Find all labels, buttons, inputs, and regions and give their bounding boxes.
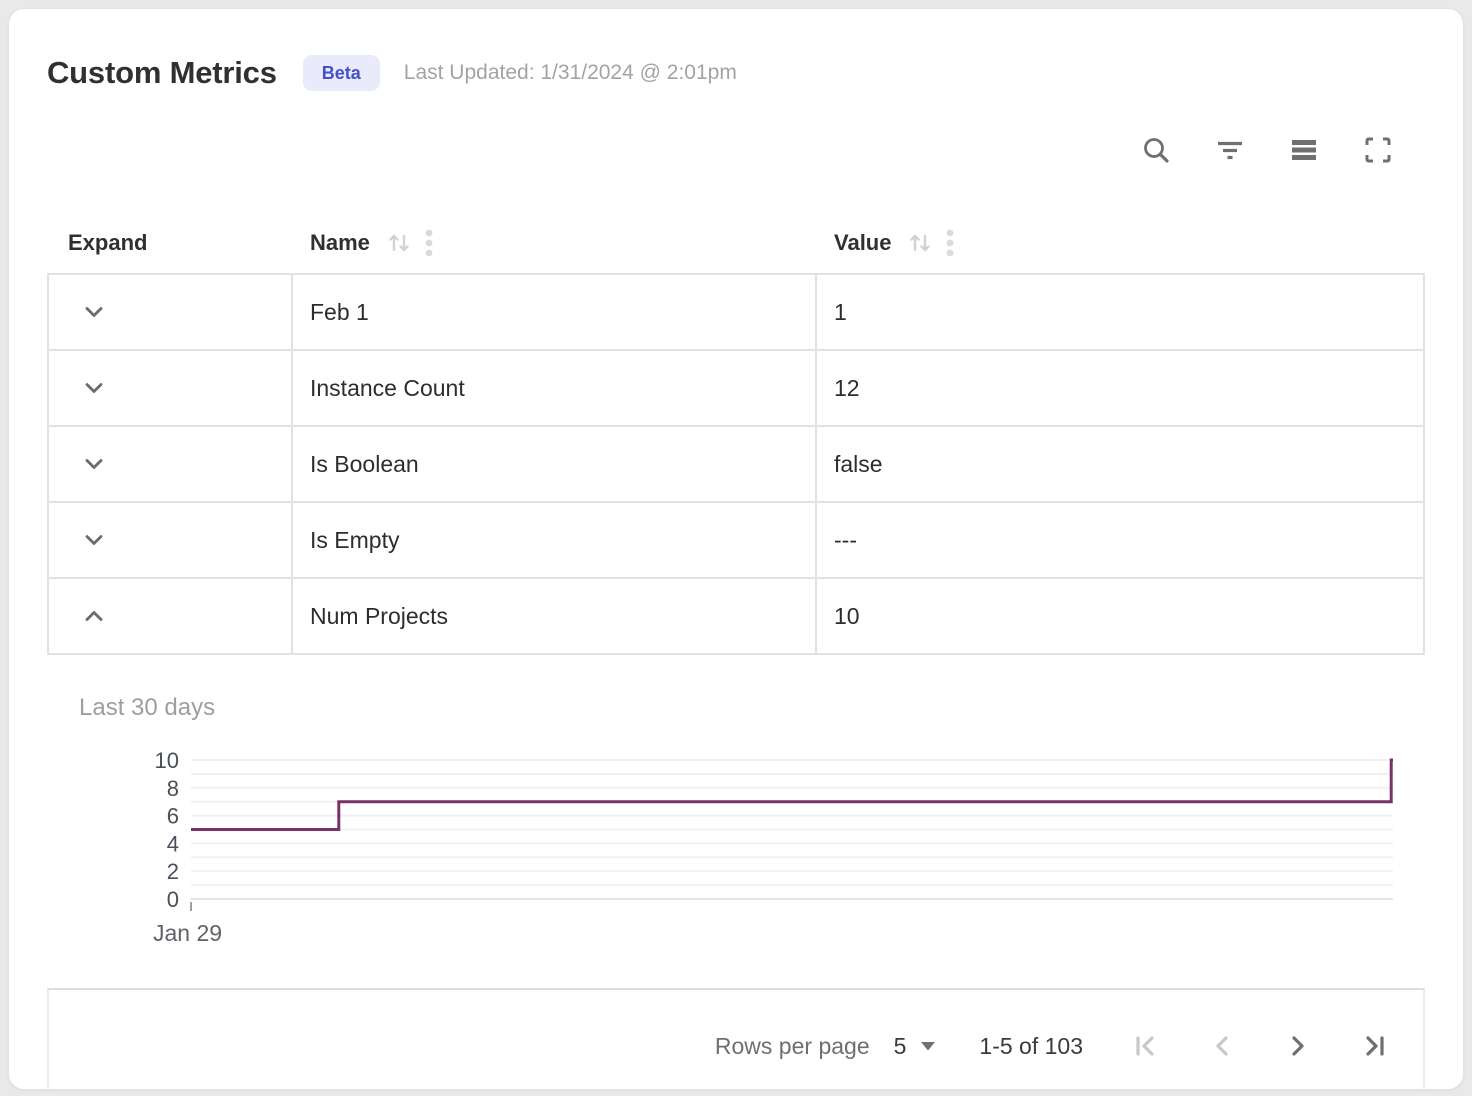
chevron-down-icon: [80, 374, 108, 402]
table-body: Feb 1 1 Instance Count 12: [47, 273, 1425, 655]
metric-value-cell: ---: [815, 503, 1423, 577]
table-row: Num Projects 10: [49, 579, 1423, 655]
page-title: Custom Metrics: [47, 55, 277, 90]
metric-name-cell: Num Projects: [291, 579, 815, 653]
custom-metrics-table: Expand Name Value: [47, 213, 1425, 1089]
first-page-button[interactable]: [1131, 1031, 1161, 1061]
search-icon: [1140, 134, 1172, 166]
chevron-up-icon: [80, 602, 108, 630]
x-axis-tick-label: Jan 29: [153, 920, 222, 946]
filter-button[interactable]: [1213, 133, 1247, 167]
metric-name-cell: Is Empty: [291, 503, 815, 577]
series-line: [191, 758, 1393, 831]
beta-badge: Beta: [302, 55, 380, 91]
last-updated-text: Last Updated: 1/31/2024 @ 2:01pm: [403, 61, 737, 84]
column-label: Value: [834, 230, 892, 255]
custom-metrics-card: Custom Metrics Beta Last Updated: 1/31/2…: [8, 8, 1464, 1090]
grid-toolbar: [47, 133, 1425, 167]
sort-icon[interactable]: [907, 230, 933, 256]
next-page-button[interactable]: [1283, 1031, 1313, 1061]
table-row: Instance Count 12: [49, 351, 1423, 427]
metric-name-cell: Instance Count: [291, 351, 815, 425]
expand-cell: [49, 503, 291, 577]
chevron-right-icon: [1283, 1031, 1313, 1061]
sort-icon[interactable]: [386, 230, 412, 256]
y-axis-tick-label: 8: [167, 776, 179, 801]
table-row: Is Empty ---: [49, 503, 1423, 579]
fullscreen-button[interactable]: [1361, 133, 1395, 167]
expand-cell: [49, 275, 291, 349]
rows-per-page-value: 5: [893, 1032, 907, 1059]
previous-page-button[interactable]: [1207, 1031, 1237, 1061]
chevron-left-icon: [1207, 1031, 1237, 1061]
rows-per-page-select[interactable]: 5: [894, 1033, 936, 1060]
table-header-row: Expand Name Value: [47, 213, 1425, 273]
chevron-down-icon: [80, 450, 108, 478]
expand-cell: [49, 427, 291, 501]
table-footer: Rows per page 5 1-5 of 103: [47, 988, 1425, 1089]
num-projects-chart: 0 2 4 6 8 10 Jan 29: [79, 748, 1425, 955]
fullscreen-icon: [1362, 134, 1394, 166]
last-page-button[interactable]: [1359, 1031, 1389, 1061]
metric-name-cell: Is Boolean: [291, 427, 815, 501]
y-axis-tick-label: 2: [167, 859, 179, 884]
search-button[interactable]: [1139, 133, 1173, 167]
chart-title: Last 30 days: [79, 694, 216, 721]
pagination-controls: [1131, 1031, 1389, 1061]
metric-value-cell: false: [815, 427, 1423, 501]
density-icon: [1288, 134, 1320, 166]
expand-row-button[interactable]: [75, 445, 113, 483]
chevron-down-icon: [80, 526, 108, 554]
column-header-expand: Expand: [49, 230, 293, 256]
filter-icon: [1214, 134, 1246, 166]
column-menu-icon[interactable]: [945, 228, 955, 258]
step-line-chart: 0 2 46 8 10 Jan 29: [153, 748, 1393, 946]
table-row: Feb 1 1: [49, 275, 1423, 351]
pagination-range-label: 1-5 of 103: [979, 1032, 1083, 1059]
row-detail-panel: Last 30 days 0 2 4 6 8 10 Jan 29: [47, 655, 1425, 988]
expand-row-button[interactable]: [75, 597, 113, 635]
chevron-down-icon: [80, 298, 108, 326]
column-label: Expand: [68, 230, 148, 255]
expand-row-button[interactable]: [75, 369, 113, 407]
metric-value-cell: 1: [815, 275, 1423, 349]
y-axis-tick-label: 10: [155, 750, 179, 773]
expand-cell: [49, 579, 291, 653]
last-page-icon: [1359, 1031, 1389, 1061]
y-axis-tick-label: 6: [167, 804, 179, 829]
expand-cell: [49, 351, 291, 425]
column-label: Name: [310, 230, 370, 255]
y-axis-tick-label: 0: [167, 887, 179, 912]
table-row: Is Boolean false: [49, 427, 1423, 503]
expand-row-button[interactable]: [75, 293, 113, 331]
first-page-icon: [1131, 1031, 1161, 1061]
metric-value-cell: 10: [815, 579, 1423, 653]
metric-value-cell: 12: [815, 351, 1423, 425]
y-axis-tick-label: 4: [167, 831, 179, 856]
card-header: Custom Metrics Beta Last Updated: 1/31/2…: [47, 9, 1425, 91]
metric-name-cell: Feb 1: [291, 275, 815, 349]
density-button[interactable]: [1287, 133, 1321, 167]
column-header-name[interactable]: Name: [293, 228, 817, 258]
expand-row-button[interactable]: [75, 521, 113, 559]
rows-per-page-label: Rows per page: [714, 1032, 870, 1059]
caret-down-icon: [921, 1041, 936, 1051]
column-menu-icon[interactable]: [424, 228, 434, 258]
column-header-value[interactable]: Value: [817, 228, 1425, 258]
